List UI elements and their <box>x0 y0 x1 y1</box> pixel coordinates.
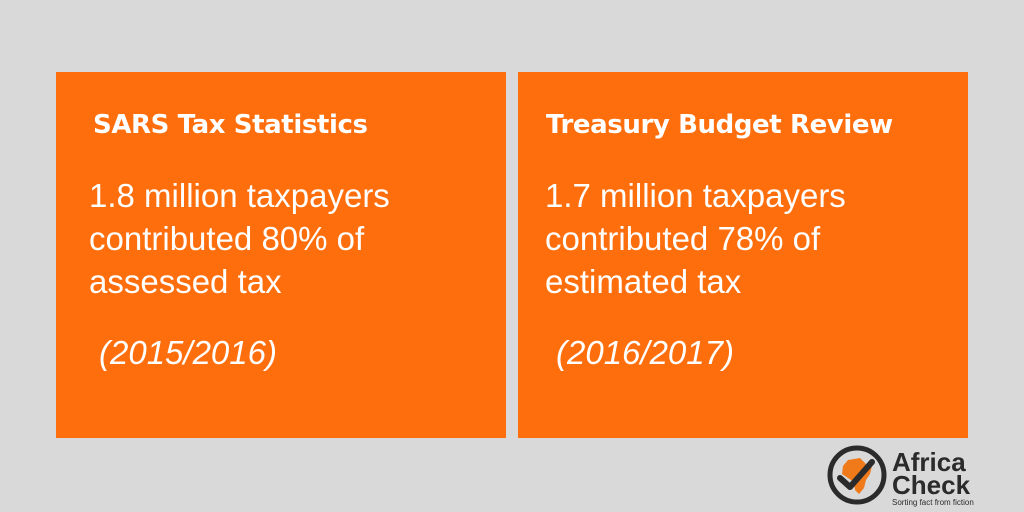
card-title: Treasury Budget Review <box>546 110 893 140</box>
card-period: (2016/2017) <box>556 334 734 371</box>
card-title: SARS Tax Statistics <box>93 110 368 140</box>
logo-tagline: Sorting fact from fiction <box>892 498 974 507</box>
card-body-line: contributed 78% of <box>545 220 821 257</box>
card-sars: SARS Tax Statistics 1.8 million taxpayer… <box>56 72 506 438</box>
card-body-line: contributed 80% of <box>89 220 365 257</box>
card-body: 1.7 million taxpayers contributed 78% of… <box>545 174 905 303</box>
card-treasury: Treasury Budget Review 1.7 million taxpa… <box>518 72 968 438</box>
card-body-line: 1.8 million taxpayers <box>89 177 390 214</box>
logo-name-line: Africa <box>892 447 966 477</box>
card-body-line: estimated tax <box>545 263 742 300</box>
card-body: 1.8 million taxpayers contributed 80% of… <box>89 174 449 303</box>
card-body-line: 1.7 million taxpayers <box>545 177 846 214</box>
africa-check-icon <box>827 445 887 505</box>
card-body-line: assessed tax <box>89 263 282 300</box>
africa-check-logo: Africa Check Sorting fact from fiction <box>826 444 1016 508</box>
card-period: (2015/2016) <box>99 334 277 371</box>
logo-name-line: Check <box>892 470 971 500</box>
